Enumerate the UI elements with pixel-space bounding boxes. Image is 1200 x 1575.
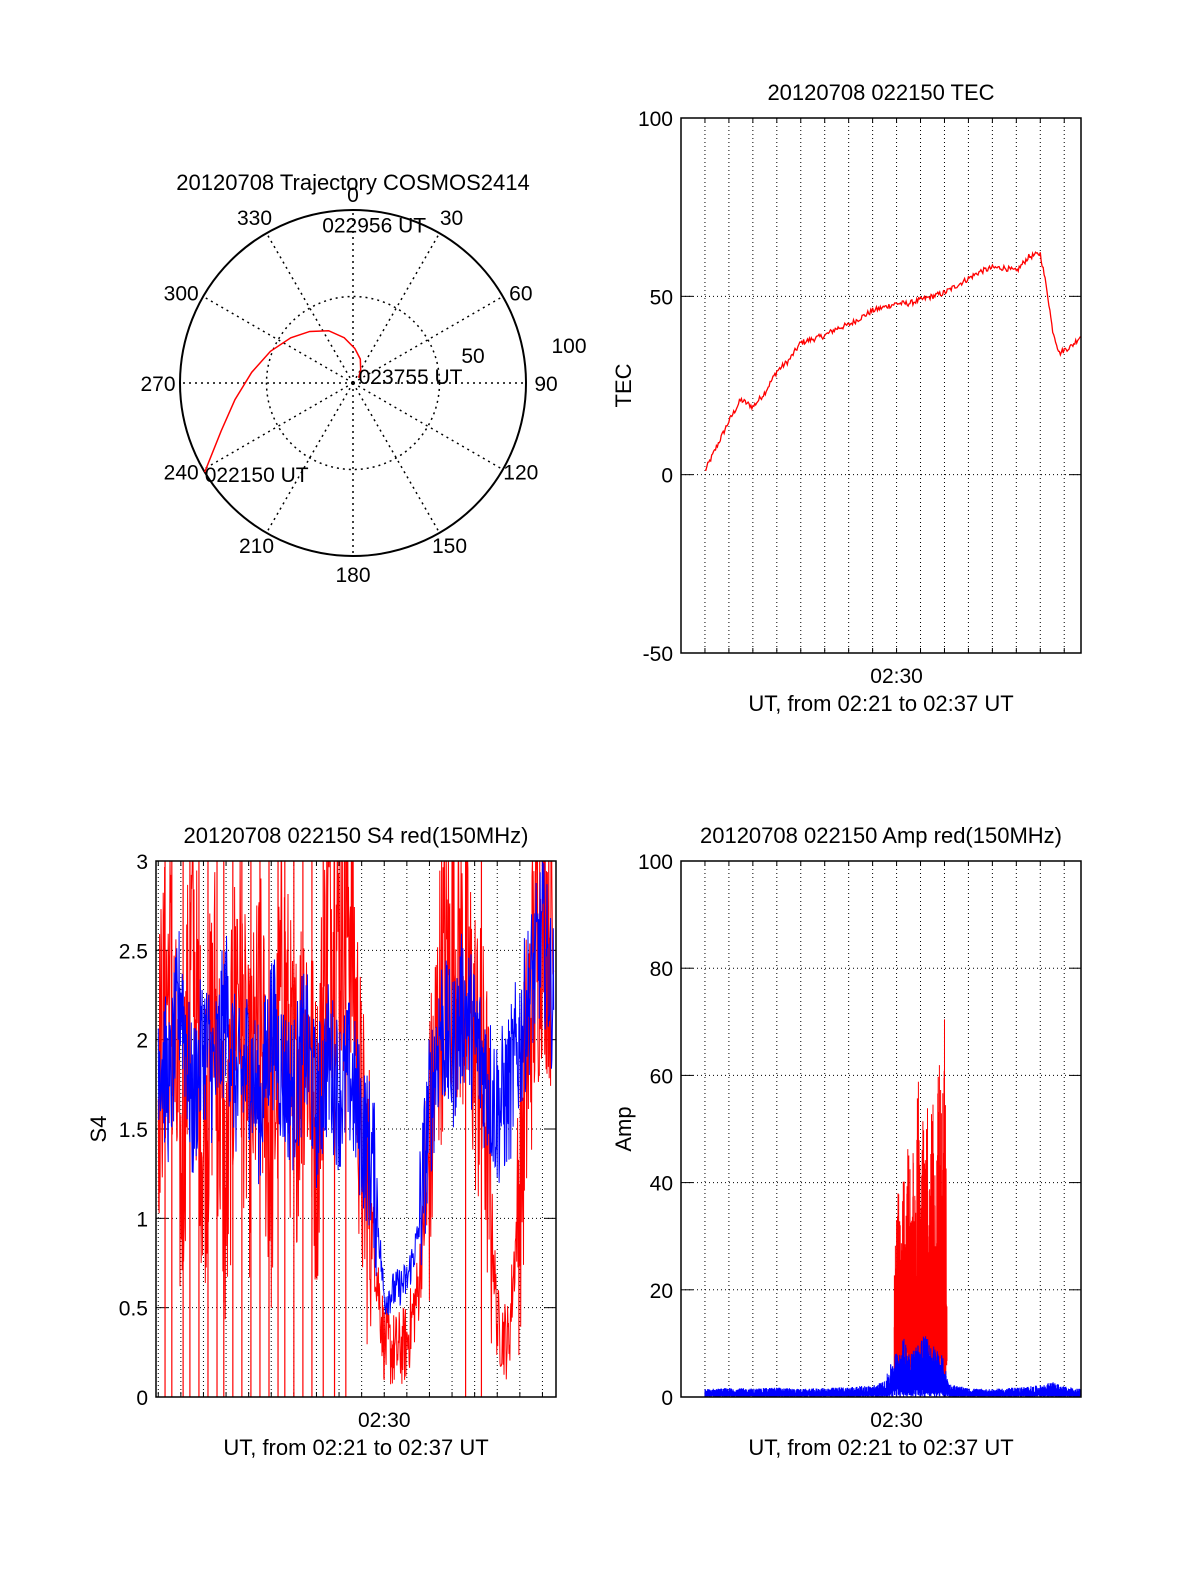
chart-2: 20120708 022150 S4 red(150MHz) 0 0.5 1 1.5 2 2…: [86, 823, 557, 1460]
y-tick-label: -50: [643, 643, 673, 666]
y-tick-label: 0: [136, 1387, 148, 1410]
x-tick-label: 02:30: [870, 665, 923, 688]
y-tick-label: 2.5: [119, 940, 148, 963]
time-annotation: 022956 UT: [322, 214, 426, 237]
x-tick-label: 02:30: [870, 1409, 923, 1432]
y-tick-label: 0: [661, 1387, 673, 1410]
plot-area: [157, 861, 555, 1397]
chart-3: 20120708 022150 Amp red(150MHz) 0 20 40 60 80…: [611, 823, 1082, 1460]
y-axis-label: Amp: [611, 1106, 636, 1151]
amp-red-series-line: [893, 1019, 948, 1387]
y-tick-label: 1.5: [119, 1119, 148, 1142]
plot-area: [705, 251, 1081, 471]
polar-inner-circle: [265, 295, 441, 471]
y-tick-label: 100: [638, 851, 673, 874]
y-tick-label: 100: [638, 108, 673, 131]
plot-area: [704, 1019, 1081, 1397]
polar-outer-circle: [179, 209, 527, 557]
y-tick-label: 60: [650, 1065, 673, 1088]
azimuth-label: 0: [347, 184, 359, 207]
y-tick-label: 50: [650, 286, 673, 309]
polar-spoke: [352, 382, 504, 471]
plot-frame: [680, 117, 1082, 654]
y-tick-label: 80: [650, 958, 673, 981]
y-tick-label: 1: [136, 1208, 148, 1231]
azimuth-label: 30: [440, 207, 463, 230]
y-tick-label: 0: [661, 465, 673, 488]
tec-series-line: [705, 251, 1081, 471]
polar-spoke: [265, 232, 354, 384]
radial-label: 100: [551, 335, 586, 358]
azimuth-label: 240: [164, 462, 199, 485]
polar-spoke: [265, 382, 354, 534]
x-axis-label: UT, from 02:21 to 02:37 UT: [748, 1435, 1013, 1460]
azimuth-label: 180: [335, 564, 370, 587]
plot-frame: [680, 860, 1082, 1398]
chart-title: 20120708 022150 TEC: [767, 80, 994, 105]
time-annotation: 022150 UT: [205, 464, 309, 487]
x-axis-label: UT, from 02:21 to 02:37 UT: [748, 691, 1013, 716]
azimuth-label: 210: [239, 535, 274, 558]
y-axis-label: TEC: [611, 363, 636, 407]
s4-blue-series-line: [157, 861, 555, 1316]
radial-label: 50: [461, 345, 484, 368]
y-tick-label: 2: [136, 1030, 148, 1053]
chart-title: 20120708 022150 S4 red(150MHz): [184, 823, 529, 848]
polar-spoke: [352, 295, 504, 384]
trajectory-line: [204, 329, 362, 473]
y-axis-label: S4: [86, 1116, 111, 1143]
chart-title: 20120708 022150 Amp red(150MHz): [700, 823, 1062, 848]
chart-1: 20120708 022150 TEC -50 0 50 100 02:30 UT, fro…: [611, 80, 1082, 716]
y-tick-label: 20: [650, 1280, 673, 1303]
x-tick-label: 02:30: [358, 1409, 411, 1432]
polar-spoke: [352, 232, 441, 384]
azimuth-label: 90: [534, 373, 557, 396]
polar-title: 20120708 Trajectory COSMOS2414: [176, 170, 529, 195]
time-annotation: 023755 UT: [359, 366, 463, 389]
azimuth-label: 150: [432, 535, 467, 558]
polar-spoke: [202, 382, 354, 471]
x-axis-label: UT, from 02:21 to 02:37 UT: [223, 1435, 488, 1460]
azimuth-label: 300: [164, 283, 199, 306]
azimuth-label: 120: [503, 462, 538, 485]
amp-blue-series-line: [704, 1336, 1081, 1397]
polar-spoke: [202, 295, 354, 384]
azimuth-label: 60: [509, 283, 532, 306]
azimuth-label: 270: [140, 373, 175, 396]
plot-frame: [155, 860, 557, 1398]
polar-spoke: [352, 382, 441, 534]
azimuth-label: 330: [237, 207, 272, 230]
y-tick-label: 40: [650, 1173, 673, 1196]
y-tick-label: 0.5: [119, 1298, 148, 1321]
y-tick-label: 3: [136, 851, 148, 874]
